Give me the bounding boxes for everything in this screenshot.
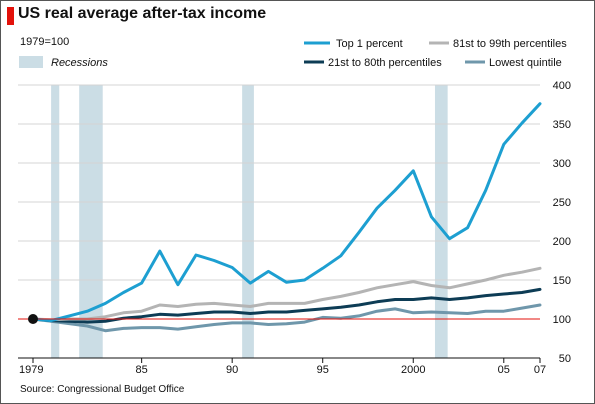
y-tick-label: 200 <box>553 236 571 248</box>
recession-band <box>51 85 60 358</box>
recession-band <box>434 85 448 358</box>
y-tick-label: 350 <box>553 119 571 131</box>
source-note: Source: Congressional Budget Office <box>20 384 185 395</box>
series-line <box>31 303 542 333</box>
start-point-dot <box>28 314 38 324</box>
recession-band <box>242 85 254 358</box>
legend-label: 21st to 80th percentiles <box>328 57 442 69</box>
chart-title: US real average after-tax income <box>18 5 267 22</box>
y-tick-label: 250 <box>553 197 571 209</box>
recession-legend-label: Recessions <box>51 57 108 69</box>
chart-subtitle: 1979=100 <box>20 36 70 48</box>
recession-band <box>79 85 103 358</box>
series-line <box>31 266 542 322</box>
x-tick-label: 90 <box>226 364 238 376</box>
x-tick-label: 07 <box>534 364 546 376</box>
legend-label: Lowest quintile <box>489 57 562 69</box>
x-tick-label: 05 <box>498 364 510 376</box>
x-tick-label: 85 <box>136 364 148 376</box>
y-tick-label: 50 <box>559 353 571 365</box>
x-tick-label: 2000 <box>401 364 425 376</box>
x-tick-label: 95 <box>317 364 329 376</box>
y-tick-label: 150 <box>553 275 571 287</box>
x-tick-label: 1979 <box>19 364 43 376</box>
recession-legend-swatch <box>19 56 43 68</box>
y-tick-label: 400 <box>553 80 571 92</box>
series-line <box>31 102 542 323</box>
y-tick-label: 300 <box>553 158 571 170</box>
legend-label: Top 1 percent <box>336 38 403 50</box>
brand-red-bar <box>7 7 14 25</box>
legend-label: 81st to 99th percentiles <box>453 38 567 50</box>
y-tick-label: 100 <box>553 314 571 326</box>
